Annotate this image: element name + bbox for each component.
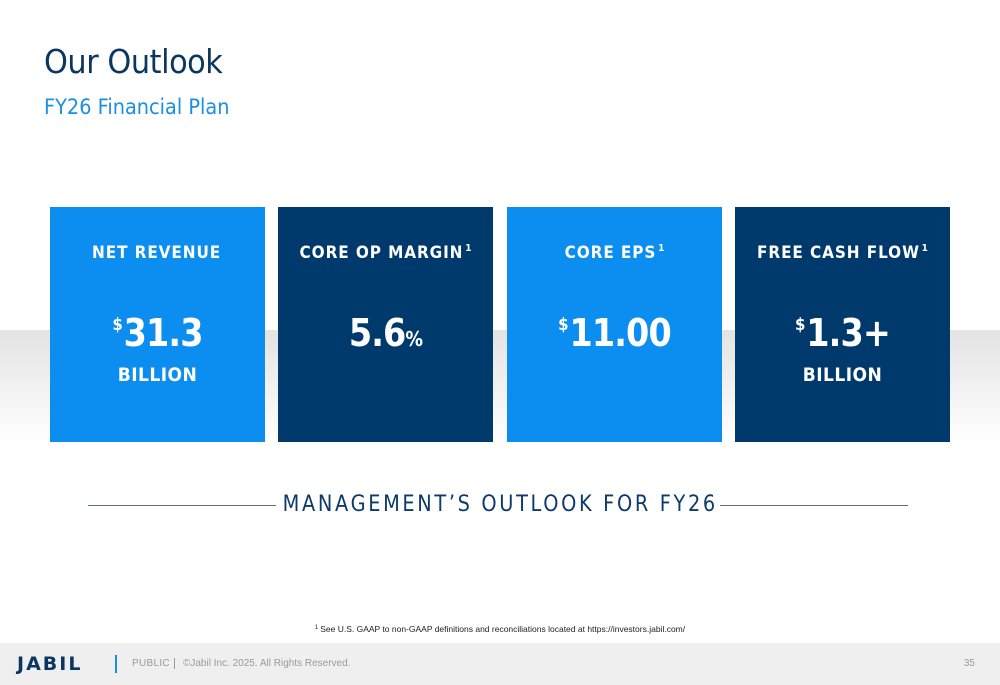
card-net-revenue: NET REVENUE $31.3 BILLION (50, 207, 265, 442)
page-number: 35 (963, 658, 975, 669)
card-label: NET REVENUE (92, 243, 222, 263)
divider-left (88, 505, 276, 506)
page-title: Our Outlook (44, 42, 223, 81)
metric-cards: NET REVENUE $31.3 BILLION CORE OP MARGIN… (50, 207, 950, 442)
jabil-logo: JABIL (17, 653, 83, 675)
outlook-caption: MANAGEMENT’S OUTLOOK FOR FY26 (282, 492, 718, 517)
copyright: ©Jabil Inc. 2025. All Rights Reserved. (183, 658, 351, 669)
card-label: CORE EPS 1 (564, 243, 665, 263)
footer: JABIL PUBLIC ©Jabil Inc. 2025. All Right… (0, 643, 1000, 685)
card-value: $1.3+ (794, 311, 891, 355)
card-label: FREE CASH FLOW 1 (757, 243, 928, 263)
card-value: $31.3 (112, 311, 203, 355)
classification-label: PUBLIC (132, 658, 170, 669)
logo-divider (115, 655, 117, 673)
card-label: CORE OP MARGIN 1 (299, 243, 472, 263)
page-subtitle: FY26 Financial Plan (44, 95, 230, 119)
divider-right (720, 505, 908, 506)
footnote: 1 See U.S. GAAP to non-GAAP definitions a… (314, 624, 686, 634)
card-unit: BILLION (117, 364, 198, 386)
footer-divider (174, 658, 175, 669)
card-free-cash-flow: FREE CASH FLOW 1 $1.3+ BILLION (735, 207, 950, 442)
card-unit: BILLION (802, 364, 883, 386)
card-core-eps: CORE EPS 1 $11.00 (507, 207, 722, 442)
card-value: 5.6% (348, 311, 424, 355)
card-core-op-margin: CORE OP MARGIN 1 5.6% (278, 207, 493, 442)
card-value: $11.00 (558, 311, 672, 355)
